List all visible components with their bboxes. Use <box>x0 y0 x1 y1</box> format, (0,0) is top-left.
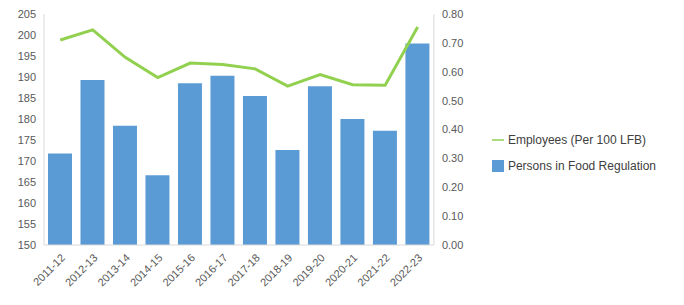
svg-text:2015-16: 2015-16 <box>160 251 197 288</box>
svg-text:2022-23: 2022-23 <box>388 251 425 288</box>
svg-text:2019-20: 2019-20 <box>290 251 327 288</box>
svg-text:2011-12: 2011-12 <box>31 251 67 287</box>
svg-text:0.30: 0.30 <box>442 152 463 164</box>
svg-text:2020-21: 2020-21 <box>323 251 360 288</box>
svg-text:195: 195 <box>18 50 36 62</box>
svg-text:0.60: 0.60 <box>442 66 463 78</box>
svg-text:160: 160 <box>18 197 36 209</box>
svg-text:2012-13: 2012-13 <box>63 251 100 288</box>
svg-text:170: 170 <box>18 155 36 167</box>
svg-text:2013-14: 2013-14 <box>95 251 132 288</box>
svg-text:200: 200 <box>18 29 36 41</box>
svg-text:0.00: 0.00 <box>442 239 463 251</box>
html-text:Persons in Food Regulation: Persons in Food Regulation <box>507 158 656 173</box>
svg-text:2021-22: 2021-22 <box>355 251 392 288</box>
svg-text:0.10: 0.10 <box>442 210 463 222</box>
svg-text:0.70: 0.70 <box>442 37 463 49</box>
svg-text:2016-17: 2016-17 <box>193 251 230 288</box>
svg-text:0.40: 0.40 <box>442 123 463 135</box>
svg-text:175: 175 <box>18 134 36 146</box>
svg-text:2018-19: 2018-19 <box>258 251 295 288</box>
svg-text:185: 185 <box>18 92 36 104</box>
svg-text:205: 205 <box>18 8 36 20</box>
svg-text:2014-15: 2014-15 <box>128 251 165 288</box>
svg-text:150: 150 <box>18 239 36 251</box>
html-text:Employees (Per 100 LFB): Employees (Per 100 LFB) <box>507 132 646 147</box>
svg-text:165: 165 <box>18 176 36 188</box>
svg-text:190: 190 <box>18 71 36 83</box>
svg-text:0.80: 0.80 <box>442 8 463 20</box>
svg-text:0.50: 0.50 <box>442 95 463 107</box>
svg-text:155: 155 <box>18 218 36 230</box>
svg-text:2017-18: 2017-18 <box>225 251 262 288</box>
svg-text:180: 180 <box>18 113 36 125</box>
svg-text:0.20: 0.20 <box>442 181 463 193</box>
